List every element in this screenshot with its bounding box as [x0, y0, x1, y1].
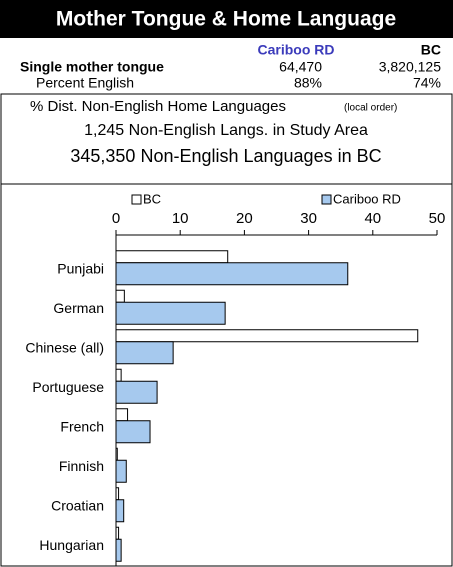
x-tick-label: 10 — [172, 210, 189, 227]
bar — [115, 262, 349, 286]
bar — [115, 289, 125, 303]
column-header: Cariboo RD — [258, 42, 335, 58]
row-label: Percent English — [36, 75, 134, 91]
y-tick-label: Portuguese — [32, 379, 104, 395]
column-header: BC — [421, 42, 441, 58]
subtitle: % Dist. Non-English Home Languages — [30, 98, 286, 115]
info-line: 345,350 Non-English Languages in BC — [70, 146, 381, 166]
legend-label: Cariboo RD — [333, 191, 401, 206]
bar — [115, 329, 419, 343]
y-tick-label: Finnish — [59, 458, 104, 474]
bar — [115, 408, 129, 422]
x-tick-label: 0 — [112, 210, 120, 227]
bar — [115, 447, 118, 461]
y-tick-label: Hungarian — [39, 537, 104, 553]
x-tick-label: 50 — [429, 210, 446, 227]
cell: 74% — [413, 75, 441, 91]
legend-swatch — [321, 194, 332, 205]
bar — [115, 420, 151, 444]
bar — [115, 301, 226, 325]
x-tick-label: 20 — [236, 210, 253, 227]
cell: 3,820,125 — [379, 59, 441, 75]
x-tick-label: 40 — [364, 210, 381, 227]
bar — [115, 380, 158, 404]
y-tick-label: Croatian — [51, 497, 104, 513]
title-bar — [0, 0, 453, 38]
bar — [115, 250, 229, 264]
cell: 88% — [294, 75, 322, 91]
legend-label: BC — [143, 191, 161, 206]
bar — [115, 487, 120, 501]
row-label: Single mother tongue — [20, 59, 164, 75]
info-line: 1,245 Non-English Langs. in Study Area — [84, 122, 368, 139]
x-tick-label: 30 — [300, 210, 317, 227]
bar — [115, 526, 120, 540]
y-tick-label: German — [53, 300, 104, 316]
legend-swatch — [131, 194, 142, 205]
bar — [115, 368, 122, 382]
y-tick-label: French — [60, 418, 104, 434]
y-tick-label: Chinese (all) — [25, 339, 104, 355]
bar — [115, 341, 174, 365]
chart-box — [0, 183, 453, 567]
subtitle-note: (local order) — [344, 103, 397, 114]
bar — [115, 499, 125, 523]
bar — [115, 538, 122, 562]
y-tick-label: Punjabi — [57, 260, 104, 276]
cell: 64,470 — [279, 59, 322, 75]
bar — [115, 459, 127, 483]
title: Mother Tongue & Home Language — [56, 8, 396, 31]
